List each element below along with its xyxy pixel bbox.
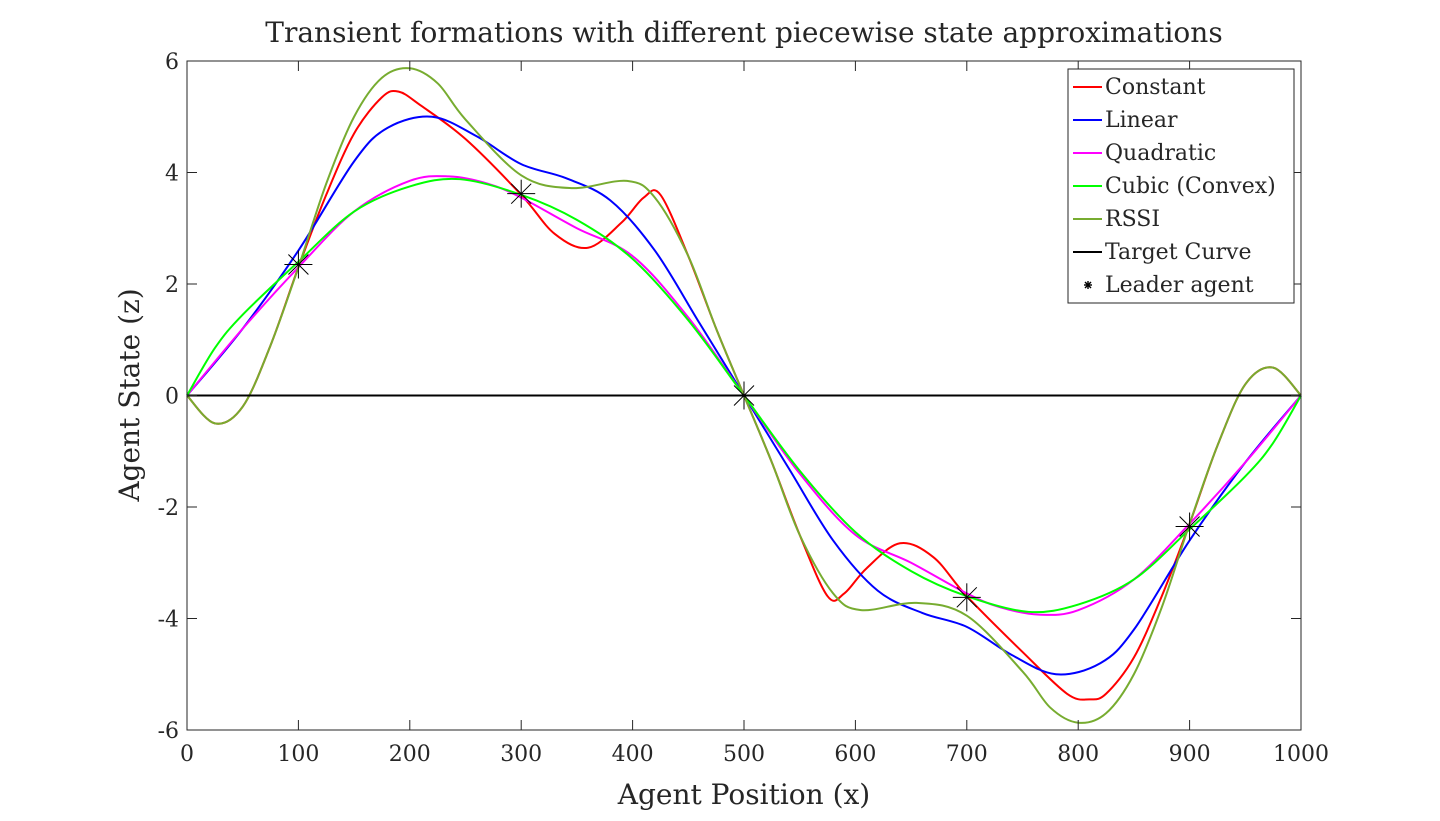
y-tick-label: -4 bbox=[158, 608, 179, 633]
x-tick-label: 800 bbox=[1057, 742, 1099, 767]
x-tick-label: 400 bbox=[612, 742, 654, 767]
axis-ticks: 0 100 200 300 400 500 600 700 800 900 1000 6 4 2 0 -2 -4… bbox=[158, 50, 1329, 767]
legend-label: Quadratic bbox=[1105, 141, 1216, 166]
y-tick-label: 6 bbox=[165, 50, 179, 75]
y-tick-label: 0 bbox=[165, 385, 179, 410]
chart-title: Transient formations with different piec… bbox=[265, 16, 1222, 49]
x-tick-label: 1000 bbox=[1273, 742, 1329, 767]
legend-marker-asterisk bbox=[1084, 281, 1092, 289]
x-tick-label: 200 bbox=[389, 742, 431, 767]
y-tick-label: 2 bbox=[165, 273, 179, 298]
legend-item-leader-agent: Leader agent bbox=[1084, 273, 1254, 298]
y-tick-label: 4 bbox=[165, 162, 179, 187]
legend-item-quadratic: Quadratic bbox=[1073, 141, 1216, 166]
y-tick-label: -2 bbox=[158, 496, 179, 521]
legend-label: Linear bbox=[1105, 108, 1178, 133]
leader-agent-marker bbox=[952, 583, 981, 612]
x-tick-label: 700 bbox=[946, 742, 988, 767]
leader-agent-marker bbox=[507, 179, 536, 208]
leader-agent-markers bbox=[284, 179, 1204, 612]
x-tick-label: 100 bbox=[277, 742, 319, 767]
x-tick-label: 300 bbox=[500, 742, 542, 767]
legend-box bbox=[1067, 68, 1295, 304]
legend-label: Target Curve bbox=[1105, 240, 1252, 265]
legend-item-rssi: RSSI bbox=[1073, 207, 1160, 232]
leader-agent-marker bbox=[284, 250, 313, 279]
legend-items: Constant Linear Quadratic Cubic (Convex) RSS… bbox=[1073, 75, 1276, 298]
legend-item-target-curve: Target Curve bbox=[1073, 240, 1252, 265]
y-axis-title: Agent State (z) bbox=[113, 288, 146, 502]
leader-agent-marker bbox=[730, 381, 758, 410]
x-tick-label: 900 bbox=[1169, 742, 1211, 767]
leader-agent-marker bbox=[1175, 512, 1204, 541]
legend-label: Cubic (Convex) bbox=[1105, 174, 1276, 199]
x-tick-label: 500 bbox=[723, 742, 765, 767]
x-tick-label: 0 bbox=[180, 742, 194, 767]
legend-item-constant: Constant bbox=[1073, 75, 1206, 100]
y-tick-label: -6 bbox=[158, 719, 179, 744]
x-axis-title: Agent Position (x) bbox=[617, 778, 870, 811]
legend-item-cubic-convex: Cubic (Convex) bbox=[1073, 174, 1276, 199]
legend-item-linear: Linear bbox=[1073, 108, 1178, 133]
legend-label: Leader agent bbox=[1105, 273, 1254, 298]
legend-label: RSSI bbox=[1105, 207, 1160, 232]
legend-label: Constant bbox=[1105, 75, 1206, 100]
legend: Constant Linear Quadratic Cubic (Convex) RSS… bbox=[1067, 68, 1295, 304]
x-tick-label: 600 bbox=[834, 742, 876, 767]
